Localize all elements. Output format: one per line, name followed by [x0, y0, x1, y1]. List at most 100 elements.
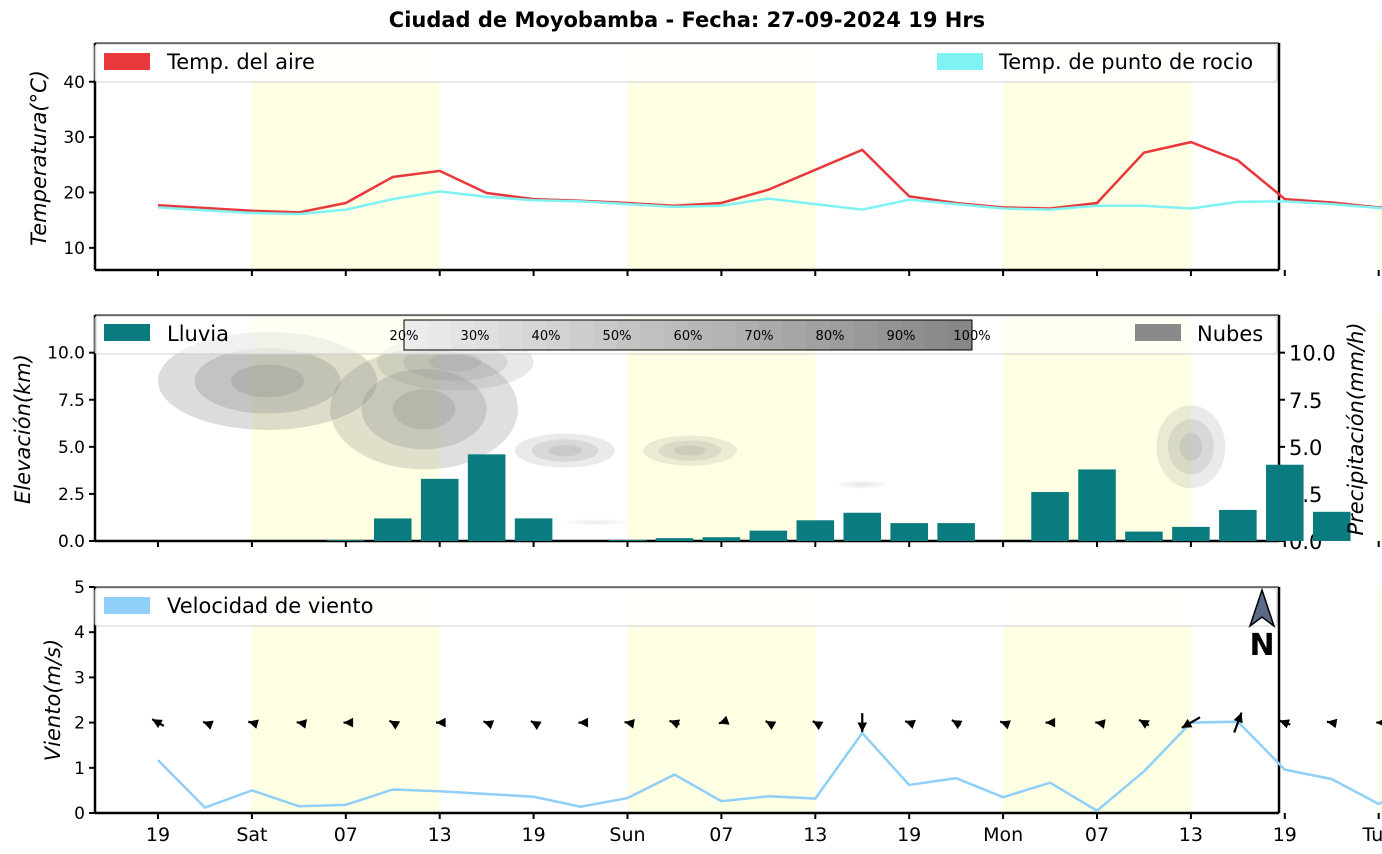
- wind-direction-arrow: [624, 719, 635, 729]
- cloud-cover-area: [658, 440, 722, 461]
- colorbar-label: 80%: [816, 329, 845, 344]
- cloud-cover-area: [846, 481, 878, 488]
- wind-arrow-head: [765, 721, 777, 730]
- legend-label-rain: Lluvia: [167, 322, 229, 346]
- wind-direction-arrow: [247, 719, 259, 729]
- x-tick-label: Sat: [236, 824, 267, 846]
- wind-direction-arrow: [388, 719, 401, 730]
- wind-direction-arrow: [578, 717, 589, 728]
- colorbar-segment: [640, 320, 665, 350]
- cloud-cover-area: [548, 444, 582, 457]
- wind-arrow-head: [530, 721, 542, 730]
- x-tick-label: 13: [1179, 824, 1203, 846]
- rain-bar: [1078, 469, 1116, 541]
- daylight-band: [1378, 587, 1382, 813]
- wind-arrow-head: [718, 715, 730, 725]
- colorbar-segment: [901, 320, 926, 350]
- wind-arrow-head: [905, 719, 916, 729]
- y-tick-label: 10.0: [47, 344, 85, 364]
- rain-bar: [1266, 464, 1304, 541]
- colorbar-segment: [569, 320, 594, 350]
- cloud-cover-area: [429, 352, 482, 372]
- rain-bar: [467, 454, 506, 541]
- colorbar-segment: [782, 320, 807, 350]
- wind-arrow-head: [248, 719, 259, 729]
- cloud-cover-area: [194, 348, 341, 414]
- wind-direction-arrow: [483, 720, 495, 730]
- wind-direction-arrow: [1376, 719, 1382, 726]
- y-tick-label: 0: [74, 804, 85, 824]
- wind-direction-arrow: [151, 718, 165, 729]
- colorbar-frame: [403, 319, 973, 351]
- wind-direction-arrow: [857, 713, 868, 733]
- colorbar-segment: [475, 320, 500, 350]
- wind-arrow-head: [578, 717, 589, 728]
- rain-bar: [796, 520, 835, 541]
- wind-arrow-head: [1095, 719, 1106, 729]
- x-tick-label: Sun: [609, 824, 645, 846]
- cloud-cover-area: [674, 445, 706, 456]
- wind-arrow-head: [812, 721, 824, 731]
- legend-swatch-dew: [937, 53, 983, 70]
- wind-arrow-head: [389, 720, 401, 730]
- cloud-cover-area: [531, 439, 599, 462]
- x-tick-label: Mon: [983, 824, 1023, 846]
- y-tick-label: 5: [74, 578, 85, 598]
- cloud-cover-area: [854, 483, 871, 486]
- wind-arrow-head: [1279, 719, 1290, 729]
- wind-direction-arrow: [1278, 719, 1291, 729]
- wind-direction-arrow: [1326, 718, 1338, 729]
- cloud-cover-area: [1167, 419, 1214, 475]
- wind-direction-arrow: [1138, 718, 1150, 729]
- cloud-cover-area: [514, 433, 615, 468]
- wind-direction-arrow: [343, 717, 354, 728]
- x-tick-label: 07: [709, 824, 733, 846]
- colorbar-segment: [924, 320, 949, 350]
- colorbar-segment: [427, 320, 452, 350]
- wind-direction-arrow: [202, 720, 214, 730]
- y-tick-label: 7.5: [58, 391, 85, 411]
- wind-arrow-head: [343, 717, 354, 728]
- colorbar-segment: [830, 320, 855, 350]
- wind-arrow-head: [1326, 718, 1338, 729]
- legend-swatch-wind: [104, 597, 150, 614]
- rain-bar: [608, 540, 647, 541]
- wind-arrow-head: [1233, 712, 1243, 724]
- air-temperature-line: [157, 140, 1382, 214]
- chart-title: Ciudad de Moyobamba - Fecha: 27-09-2024 …: [389, 8, 985, 32]
- rain-bar: [702, 537, 741, 541]
- colorbar-segment: [664, 320, 689, 350]
- cloud-cover-area: [330, 348, 518, 470]
- wind-direction-arrow: [765, 720, 777, 730]
- wind-arrow-head: [857, 722, 868, 733]
- colorbar-label: 100%: [953, 329, 990, 344]
- colorbar-segment: [617, 320, 642, 350]
- wind-direction-arrow: [812, 720, 824, 731]
- rain-bar: [327, 540, 365, 541]
- rain-bar: [1312, 511, 1351, 541]
- colorbar-segment: [877, 320, 902, 350]
- colorbar-segment: [451, 320, 476, 350]
- temperature-legend: Temp. del aire Temp. de punto de rocio: [94, 43, 1278, 83]
- cloud-cover-area: [643, 435, 738, 466]
- rain-bar: [1125, 531, 1163, 541]
- temperature-axis-label: Temperatura(°C): [27, 70, 51, 246]
- rain-bar: [655, 538, 694, 541]
- rain-bar: [373, 518, 412, 541]
- wind-arrow-head: [951, 720, 963, 730]
- north-label: N: [1249, 628, 1274, 663]
- cloud-cover-area: [585, 521, 607, 524]
- legend-label-dew: Temp. de punto de rocio: [998, 50, 1253, 74]
- wind-direction-arrow: [1045, 717, 1056, 728]
- legend-label-wind: Velocidad de viento: [167, 594, 373, 618]
- y-tick-label: 1: [74, 759, 85, 779]
- legend-label-clouds: Nubes: [1197, 322, 1263, 346]
- colorbar-label: 50%: [603, 329, 632, 344]
- legend-swatch-clouds: [1135, 324, 1181, 341]
- wind-arrow-head: [436, 717, 446, 728]
- x-tick-label: 19: [897, 824, 921, 846]
- wind-direction-arrow: [1233, 712, 1243, 733]
- x-tick-label: 19: [146, 824, 170, 846]
- rain-bar: [937, 523, 975, 541]
